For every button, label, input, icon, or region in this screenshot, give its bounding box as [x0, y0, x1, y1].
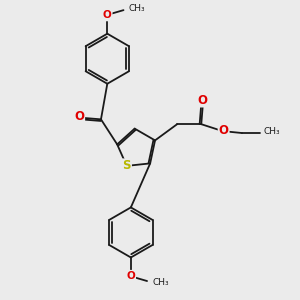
Text: CH₃: CH₃: [264, 127, 280, 136]
Text: O: O: [198, 94, 208, 106]
Text: O: O: [103, 11, 112, 20]
Text: CH₃: CH₃: [152, 278, 169, 287]
Text: S: S: [122, 159, 131, 172]
Text: O: O: [219, 124, 229, 137]
Text: O: O: [74, 110, 84, 123]
Text: CH₃: CH₃: [129, 4, 146, 14]
Text: O: O: [127, 271, 135, 281]
